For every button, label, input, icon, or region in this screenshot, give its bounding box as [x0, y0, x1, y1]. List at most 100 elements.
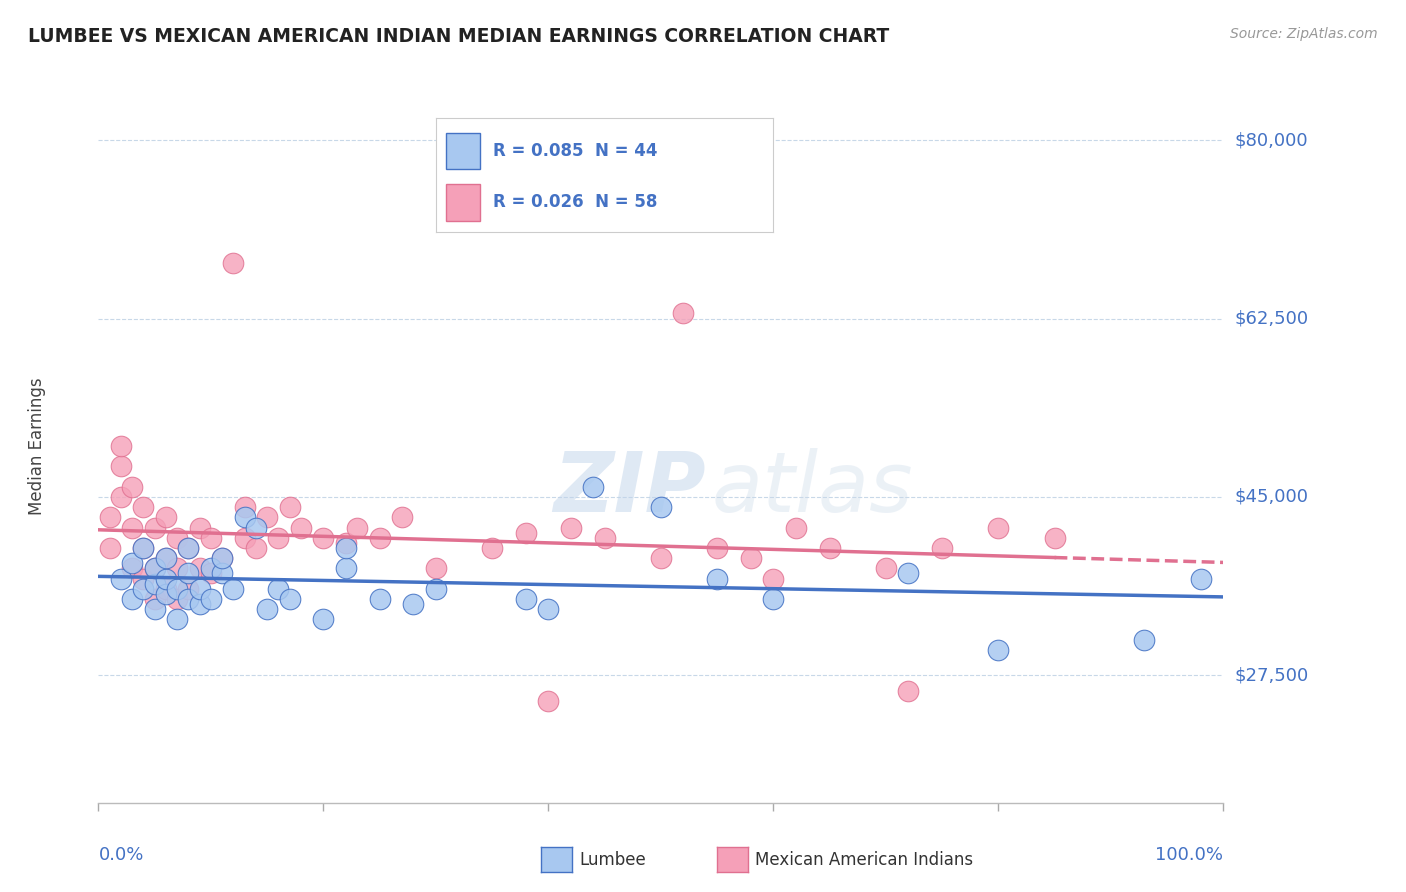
- Point: [425, 561, 447, 575]
- Point: [211, 551, 233, 566]
- Point: [706, 572, 728, 586]
- Point: [256, 602, 278, 616]
- Point: [391, 510, 413, 524]
- Point: [515, 591, 537, 606]
- Point: [312, 612, 335, 626]
- Point: [155, 582, 177, 596]
- Point: [335, 541, 357, 555]
- Text: Lumbee: Lumbee: [579, 851, 645, 869]
- Text: $45,000: $45,000: [1234, 488, 1309, 506]
- Point: [143, 602, 166, 616]
- Point: [987, 520, 1010, 534]
- Point: [177, 582, 200, 596]
- Point: [200, 566, 222, 581]
- Text: Mexican American Indians: Mexican American Indians: [755, 851, 973, 869]
- Point: [98, 510, 121, 524]
- Point: [155, 551, 177, 566]
- Point: [762, 591, 785, 606]
- Text: Median Earnings: Median Earnings: [28, 377, 45, 515]
- Point: [200, 591, 222, 606]
- Point: [278, 500, 301, 515]
- Text: $62,500: $62,500: [1234, 310, 1309, 327]
- Point: [335, 536, 357, 550]
- Point: [233, 531, 256, 545]
- Point: [155, 587, 177, 601]
- Point: [211, 566, 233, 581]
- Point: [537, 602, 560, 616]
- Point: [121, 561, 143, 575]
- Point: [121, 520, 143, 534]
- Point: [222, 255, 245, 269]
- Point: [515, 525, 537, 540]
- Point: [155, 572, 177, 586]
- Point: [143, 576, 166, 591]
- Point: [537, 694, 560, 708]
- Point: [222, 582, 245, 596]
- Point: [897, 566, 920, 581]
- Point: [143, 561, 166, 575]
- Point: [560, 520, 582, 534]
- Text: 0.0%: 0.0%: [98, 846, 143, 863]
- Point: [706, 541, 728, 555]
- Point: [166, 561, 188, 575]
- Point: [143, 591, 166, 606]
- Point: [188, 561, 211, 575]
- Point: [188, 582, 211, 596]
- Point: [481, 541, 503, 555]
- Text: Source: ZipAtlas.com: Source: ZipAtlas.com: [1230, 27, 1378, 41]
- Point: [593, 531, 616, 545]
- Point: [267, 582, 290, 596]
- Point: [290, 520, 312, 534]
- Text: atlas: atlas: [711, 449, 912, 529]
- Point: [785, 520, 807, 534]
- Point: [121, 556, 143, 570]
- Point: [200, 531, 222, 545]
- Text: LUMBEE VS MEXICAN AMERICAN INDIAN MEDIAN EARNINGS CORRELATION CHART: LUMBEE VS MEXICAN AMERICAN INDIAN MEDIAN…: [28, 27, 890, 45]
- Point: [177, 541, 200, 555]
- Point: [233, 510, 256, 524]
- Point: [188, 597, 211, 611]
- Point: [121, 480, 143, 494]
- Point: [256, 510, 278, 524]
- Point: [166, 531, 188, 545]
- Text: $80,000: $80,000: [1234, 131, 1308, 149]
- Point: [818, 541, 841, 555]
- Point: [245, 541, 267, 555]
- Point: [132, 572, 155, 586]
- Text: 100.0%: 100.0%: [1156, 846, 1223, 863]
- Point: [166, 582, 188, 596]
- Point: [987, 643, 1010, 657]
- Point: [672, 306, 695, 320]
- Point: [177, 591, 200, 606]
- Point: [875, 561, 897, 575]
- Point: [425, 582, 447, 596]
- Point: [402, 597, 425, 611]
- Point: [98, 541, 121, 555]
- Point: [155, 510, 177, 524]
- Point: [1189, 572, 1212, 586]
- Point: [166, 591, 188, 606]
- Point: [346, 520, 368, 534]
- Point: [245, 520, 267, 534]
- Point: [110, 439, 132, 453]
- Point: [110, 572, 132, 586]
- Text: $27,500: $27,500: [1234, 666, 1309, 684]
- Point: [233, 500, 256, 515]
- Point: [132, 582, 155, 596]
- Point: [650, 500, 672, 515]
- Point: [1133, 632, 1156, 647]
- Point: [132, 541, 155, 555]
- Point: [110, 459, 132, 474]
- Point: [312, 531, 335, 545]
- Point: [278, 591, 301, 606]
- Point: [335, 561, 357, 575]
- Point: [931, 541, 953, 555]
- Point: [166, 612, 188, 626]
- Point: [582, 480, 605, 494]
- Point: [177, 541, 200, 555]
- Point: [762, 572, 785, 586]
- Point: [650, 551, 672, 566]
- Point: [740, 551, 762, 566]
- Point: [267, 531, 290, 545]
- Point: [1043, 531, 1066, 545]
